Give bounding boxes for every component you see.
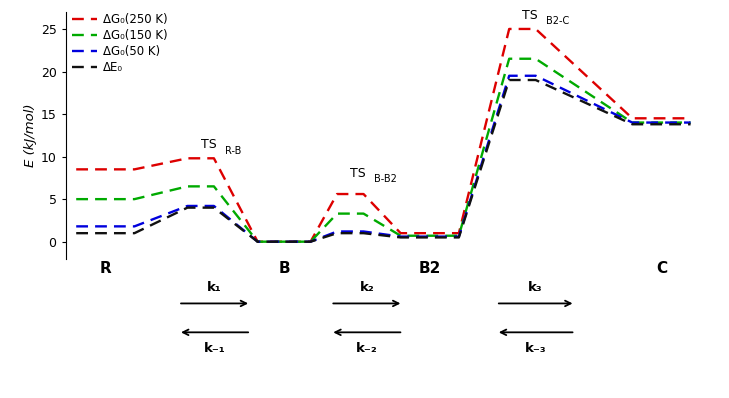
Text: B2: B2 bbox=[418, 261, 441, 276]
Y-axis label: E (kJ/mol): E (kJ/mol) bbox=[23, 103, 36, 167]
Text: B2-C: B2-C bbox=[546, 16, 569, 26]
Text: TS: TS bbox=[523, 9, 538, 22]
Text: k₋₁: k₋₁ bbox=[203, 341, 225, 355]
Text: TS: TS bbox=[351, 167, 366, 179]
Text: C: C bbox=[656, 261, 667, 276]
Text: k₋₂: k₋₂ bbox=[356, 341, 378, 355]
Text: k₂: k₂ bbox=[359, 281, 374, 294]
Text: R: R bbox=[99, 261, 112, 276]
Text: R-B: R-B bbox=[225, 146, 241, 156]
Text: TS: TS bbox=[200, 139, 217, 152]
Legend: ΔG₀(250 K), ΔG₀(150 K), ΔG₀(50 K), ΔE₀: ΔG₀(250 K), ΔG₀(150 K), ΔG₀(50 K), ΔE₀ bbox=[71, 13, 168, 74]
Text: k₃: k₃ bbox=[529, 281, 543, 294]
Text: k₋₃: k₋₃ bbox=[525, 341, 547, 355]
Text: B-B2: B-B2 bbox=[374, 174, 397, 184]
Text: k₁: k₁ bbox=[207, 281, 222, 294]
Text: B: B bbox=[278, 261, 290, 276]
